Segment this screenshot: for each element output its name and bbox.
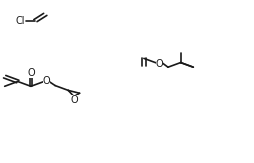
Text: Cl: Cl [15, 16, 25, 26]
Text: O: O [27, 68, 35, 78]
Text: O: O [155, 59, 163, 69]
Text: O: O [42, 75, 50, 86]
Text: O: O [70, 95, 77, 105]
